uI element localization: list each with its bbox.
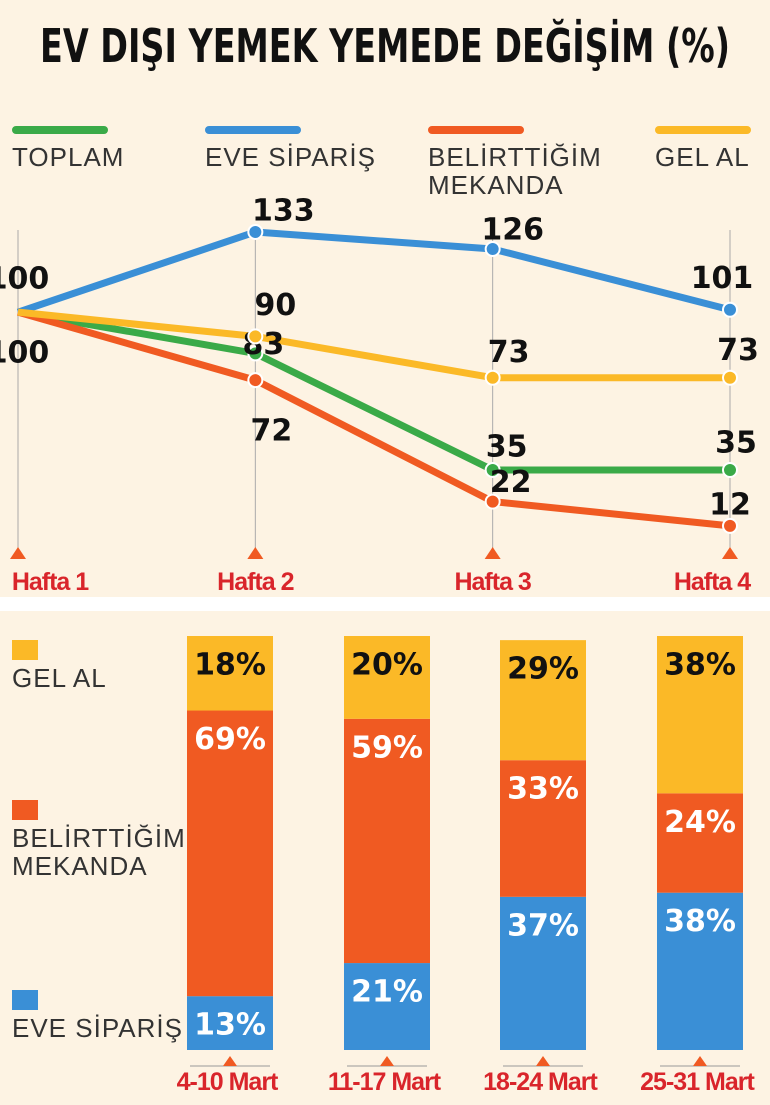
category-marker <box>693 1056 707 1066</box>
category-marker <box>10 547 26 559</box>
line <box>17 308 730 474</box>
bar-segment <box>657 636 743 794</box>
legend-label: EVE SİPARİŞ <box>205 142 376 172</box>
x-tick-label: Hafta 4 <box>674 568 751 596</box>
bar-segment <box>500 760 586 897</box>
bar-segment <box>500 896 586 1050</box>
x-tick-label: 25-31 Mart <box>640 1068 755 1096</box>
point <box>247 372 264 389</box>
legend-label: GEL AL <box>655 142 750 172</box>
bar-segment <box>344 718 430 964</box>
data-label: 126 <box>481 213 544 248</box>
point <box>484 462 501 478</box>
bar-segment <box>187 710 273 997</box>
data-label: 33% <box>507 772 579 807</box>
x-tick-label: 18-24 Mart <box>483 1068 598 1096</box>
x-tick-label: Hafta 3 <box>454 568 530 596</box>
data-label: 12 <box>709 487 751 522</box>
category-marker <box>722 547 738 559</box>
data-label: 38% <box>664 904 736 939</box>
data-label: 73 <box>717 333 759 368</box>
data-label: 38% <box>664 648 736 683</box>
x-tick-label: 4-10 Mart <box>177 1068 279 1096</box>
legend-swatch <box>12 800 38 820</box>
legend-label: BELİRTTİĞİM MEKANDA <box>12 823 186 881</box>
point <box>247 345 264 362</box>
data-label: 72 <box>250 414 292 449</box>
data-label: 35 <box>486 430 528 465</box>
point <box>247 328 264 345</box>
bar-segment <box>344 963 430 1050</box>
data-label: 24% <box>664 805 736 840</box>
bar-segment <box>657 892 743 1050</box>
data-label: 133 <box>252 194 315 229</box>
data-label: 59% <box>351 730 423 765</box>
data-label: 21% <box>351 975 423 1010</box>
point <box>484 493 501 510</box>
line <box>17 308 730 382</box>
legend-swatch <box>12 990 38 1010</box>
data-label: 100 <box>0 336 49 371</box>
category-marker <box>223 1056 237 1066</box>
data-label: 37% <box>507 908 579 943</box>
divider <box>0 597 770 611</box>
data-label: 18% <box>194 648 266 683</box>
bar-segment <box>187 996 273 1050</box>
category-marker <box>484 547 501 559</box>
legend-swatch <box>12 640 38 660</box>
legend-label: GEL AL <box>12 663 107 693</box>
data-label: 35 <box>715 426 757 461</box>
x-tick-label: 11-17 Mart <box>328 1068 442 1096</box>
line <box>16 228 731 316</box>
point <box>247 224 264 240</box>
bar-segment <box>500 640 586 761</box>
data-label: 69% <box>194 722 266 757</box>
category-marker <box>247 547 264 559</box>
data-label: 100 <box>0 262 49 297</box>
data-label: 22 <box>490 465 532 500</box>
chart-title: EV DIŞI YEMEK YEMEDE DEĞİŞİM (%) <box>40 19 730 73</box>
x-tick-label: Hafta 1 <box>12 568 89 596</box>
data-label: 101 <box>691 261 754 296</box>
x-tick-label: Hafta 2 <box>217 568 293 596</box>
point <box>484 369 501 386</box>
legend-label: BELİRTTİĞİM MEKANDA <box>428 142 602 200</box>
data-label: 29% <box>507 652 579 687</box>
point <box>722 301 738 318</box>
category-marker <box>536 1056 550 1066</box>
data-label: 13% <box>194 1008 266 1043</box>
data-label: 20% <box>351 648 423 683</box>
point <box>722 517 738 534</box>
point <box>722 462 738 478</box>
bar-segment <box>657 793 743 893</box>
point <box>722 369 738 386</box>
category-marker <box>380 1056 394 1066</box>
legend-label: EVE SİPARİŞ <box>12 1013 183 1043</box>
point <box>484 241 501 257</box>
data-label: 90 <box>254 288 296 323</box>
line <box>17 308 731 530</box>
legend-label: TOPLAM <box>12 142 125 172</box>
bar-segment <box>187 636 273 711</box>
bar-segment <box>344 636 430 719</box>
data-label: 73 <box>488 335 530 370</box>
